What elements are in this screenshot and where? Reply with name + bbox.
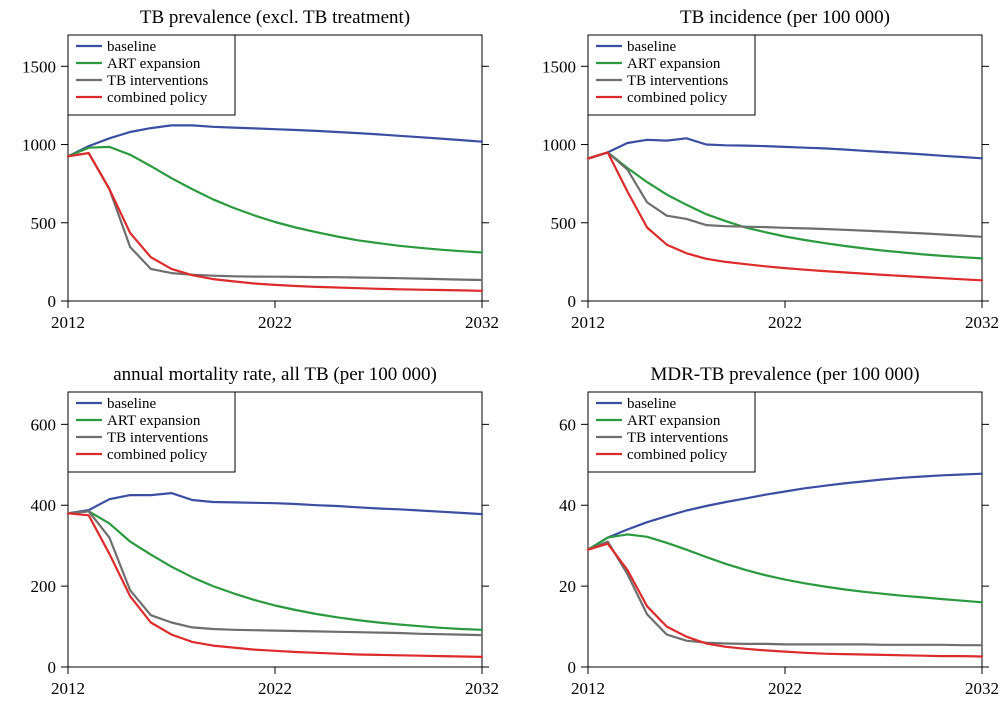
legend-box: [67, 391, 236, 473]
legend-box: [587, 34, 756, 116]
legend-label: baseline: [107, 39, 156, 55]
legend-label: combined policy: [107, 90, 208, 106]
y-tick-label: 20: [559, 577, 576, 596]
series-line-tb-interventions: [586, 540, 984, 647]
chart-title: TB prevalence (excl. TB treatment): [140, 7, 410, 28]
legend-label: combined policy: [107, 447, 208, 463]
y-tick-label: 500: [551, 214, 577, 233]
panel-mdr-tb: MDR-TB prevalence (per 100 000) 0 20 40 60 20…: [559, 364, 999, 698]
legend-label: combined policy: [627, 90, 728, 106]
legend-label: ART expansion: [627, 413, 721, 429]
y-tick-label: 0: [48, 658, 57, 677]
series-line-baseline: [586, 472, 984, 551]
x-tick-label: 2022: [768, 679, 802, 698]
series-line-baseline: [66, 124, 484, 158]
x-tick-label: 2012: [571, 313, 605, 332]
y-tick-label: 600: [31, 415, 57, 434]
series-line-combined-policy: [586, 151, 984, 282]
x-tick-label: 2032: [465, 313, 499, 332]
x-tick-label: 2022: [768, 313, 802, 332]
y-tick-label: 1000: [22, 136, 56, 155]
series-line-art-expansion: [66, 510, 484, 631]
series-line-art-expansion: [586, 151, 984, 260]
series-line-combined-policy: [586, 542, 984, 658]
legend-label: TB interventions: [107, 73, 208, 89]
series-line-tb-interventions: [66, 510, 484, 637]
legend-box: [67, 34, 236, 116]
x-tick-label: 2032: [465, 679, 499, 698]
chart-title: MDR-TB prevalence (per 100 000): [650, 364, 919, 385]
legend-label: baseline: [627, 39, 676, 55]
x-tick-label: 2012: [51, 679, 85, 698]
series-line-combined-policy: [66, 152, 484, 292]
legend-label: baseline: [627, 396, 676, 412]
y-tick-label: 0: [48, 292, 57, 311]
x-tick-label: 2012: [571, 679, 605, 698]
x-tick-label: 2022: [258, 313, 292, 332]
y-tick-label: 500: [31, 214, 57, 233]
chart-title: annual mortality rate, all TB (per 100 0…: [113, 364, 437, 385]
x-tick-label: 2022: [258, 679, 292, 698]
series-line-baseline: [66, 492, 484, 516]
legend-label: combined policy: [627, 447, 728, 463]
legend-label: baseline: [107, 396, 156, 412]
legend-label: ART expansion: [107, 56, 201, 72]
y-tick-label: 0: [568, 658, 577, 677]
y-tick-label: 60: [559, 415, 576, 434]
panel-tb-incidence: TB incidence (per 100 000) 0 500 1000 1500 20…: [542, 7, 999, 332]
series-line-combined-policy: [66, 512, 484, 658]
y-tick-label: 200: [31, 577, 57, 596]
series-line-art-expansion: [66, 145, 484, 254]
panel-tb-prevalence: TB prevalence (excl. TB treatment) 0 500 10…: [22, 7, 499, 332]
y-tick-label: 0: [568, 292, 577, 311]
legend-label: TB interventions: [107, 430, 208, 446]
series-line-art-expansion: [586, 533, 984, 604]
chart-title: TB incidence (per 100 000): [680, 7, 890, 28]
y-tick-label: 1000: [542, 136, 576, 155]
series-line-tb-interventions: [66, 152, 484, 282]
legend-label: TB interventions: [627, 430, 728, 446]
series-line-baseline: [586, 137, 984, 160]
x-tick-label: 2032: [965, 679, 999, 698]
y-tick-label: 40: [559, 496, 576, 515]
legend-label: ART expansion: [627, 56, 721, 72]
y-tick-label: 400: [31, 496, 57, 515]
x-tick-label: 2032: [965, 313, 999, 332]
x-tick-label: 2012: [51, 313, 85, 332]
legend-label: TB interventions: [627, 73, 728, 89]
y-tick-label: 1500: [22, 57, 56, 76]
legend-box: [587, 391, 756, 473]
y-tick-label: 1500: [542, 57, 576, 76]
panel-mortality: annual mortality rate, all TB (per 100 0…: [31, 364, 500, 698]
legend-label: ART expansion: [107, 413, 201, 429]
series-line-tb-interventions: [586, 151, 984, 238]
